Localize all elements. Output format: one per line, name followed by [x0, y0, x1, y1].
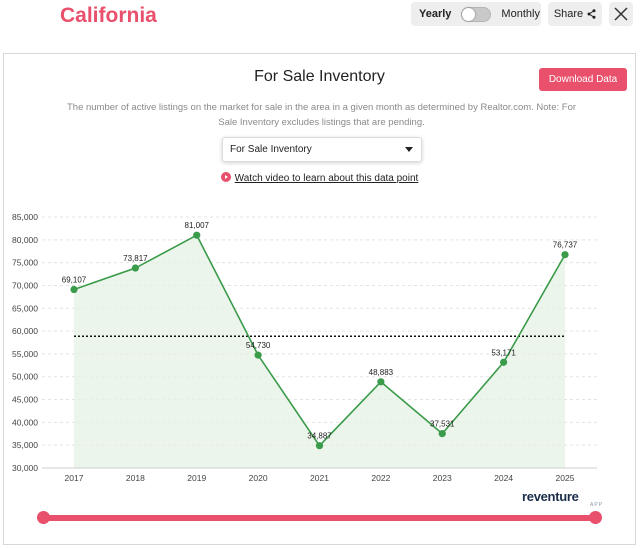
yearly-monthly-toggle[interactable]: Yearly Monthly	[411, 2, 541, 26]
data-label: 48,883	[369, 368, 394, 377]
data-point	[377, 378, 385, 386]
x-tick-label: 2021	[310, 473, 329, 483]
y-tick-label: 75,000	[12, 258, 38, 268]
toggle-label-monthly[interactable]: Monthly	[501, 8, 540, 20]
toggle-switch[interactable]	[461, 6, 492, 22]
play-icon	[220, 172, 231, 182]
share-icon	[587, 9, 596, 19]
video-link-label[interactable]: Watch video to learn about this data poi…	[234, 173, 419, 184]
x-tick-label: 2020	[249, 473, 268, 483]
data-point	[131, 264, 139, 272]
metric-select[interactable]: For Sale Inventory	[222, 137, 422, 162]
share-label: Share	[553, 8, 584, 20]
x-tick-label: 2019	[187, 473, 206, 483]
data-point	[70, 285, 78, 294]
y-tick-label: 70,000	[12, 280, 38, 290]
data-label: 34,887	[307, 432, 332, 441]
year-range-slider[interactable]	[43, 515, 596, 521]
x-tick-label: 2018	[126, 473, 145, 483]
y-tick-label: 40,000	[12, 417, 38, 427]
x-tick-label: 2023	[433, 473, 452, 483]
page-title: California	[60, 4, 157, 27]
data-point	[193, 231, 201, 239]
y-tick-label: 65,000	[12, 303, 38, 313]
y-tick-label: 45,000	[12, 395, 38, 405]
close-button[interactable]	[609, 2, 633, 26]
slider-handle-start[interactable]	[37, 511, 50, 524]
data-label: 37,531	[430, 420, 455, 429]
video-link[interactable]: Watch video to learn about this data poi…	[4, 172, 635, 184]
reventure-logo-sub: APP	[590, 502, 604, 508]
y-tick-label: 80,000	[12, 235, 38, 245]
metric-select-value: For Sale Inventory	[230, 144, 312, 155]
area-fill	[74, 235, 565, 468]
chevron-down-icon	[405, 147, 413, 152]
data-label: 81,007	[185, 221, 210, 230]
data-point	[500, 358, 508, 366]
close-icon	[614, 7, 628, 21]
share-button[interactable]: Share	[548, 2, 602, 26]
chart-description: The number of active listings on the mar…	[66, 102, 577, 128]
data-point	[315, 442, 324, 450]
data-label: 76,737	[553, 241, 578, 250]
x-tick-label: 2025	[556, 473, 575, 483]
toggle-label-yearly[interactable]: Yearly	[419, 8, 452, 20]
y-tick-label: 55,000	[12, 349, 38, 359]
y-tick-label: 35,000	[12, 440, 38, 450]
data-point	[254, 351, 262, 359]
data-label: 53,171	[491, 348, 516, 357]
data-point	[561, 251, 569, 259]
data-label: 69,107	[62, 276, 87, 285]
slider-handle-end[interactable]	[589, 511, 602, 524]
y-tick-label: 60,000	[12, 326, 38, 336]
download-data-button[interactable]: Download Data	[539, 68, 627, 91]
x-tick-label: 2017	[65, 473, 84, 483]
toggle-knob[interactable]	[462, 7, 476, 21]
y-tick-label: 30,000	[12, 463, 38, 473]
y-tick-label: 50,000	[12, 372, 38, 382]
reventure-logo: reventure	[522, 489, 579, 504]
y-tick-label: 85,000	[12, 212, 38, 222]
chart-title: For Sale Inventory	[254, 68, 385, 85]
x-tick-label: 2024	[494, 473, 513, 483]
data-label: 54,730	[246, 341, 271, 350]
data-point	[438, 430, 446, 438]
x-tick-label: 2022	[371, 473, 390, 483]
data-label: 73,817	[123, 254, 148, 263]
